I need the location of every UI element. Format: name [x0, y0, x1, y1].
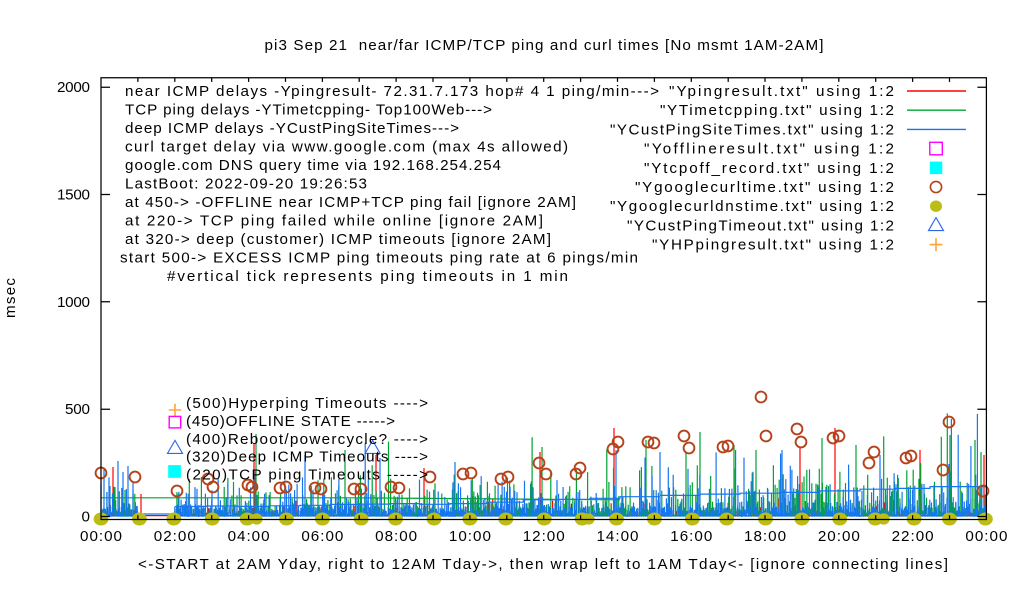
svg-text:at 220-> TCP ping failed while: at 220-> TCP ping failed while online [i…	[125, 213, 543, 230]
svg-text:pi3 Sep 21 near/far ICMP/TCP: pi3 Sep 21 near/far ICMP/TCP ping and cu…	[265, 37, 824, 54]
svg-text:TCP ping delays -YTimetcpping-: TCP ping delays -YTimetcpping- Top100Web…	[125, 102, 492, 119]
svg-text:2000: 2000	[57, 79, 90, 96]
svg-text:1500: 1500	[57, 187, 90, 204]
svg-text:14:00: 14:00	[596, 528, 638, 545]
svg-text:"YHPpingresult.txt" using 1:2: "YHPpingresult.txt" using 1:2	[652, 237, 894, 254]
svg-text:(500)Hyperping Timeouts ---->: (500)Hyperping Timeouts ---->	[186, 395, 428, 412]
svg-text:"Ygooglecurldnstime.txt" using: "Ygooglecurldnstime.txt" using 1:2	[610, 198, 894, 215]
svg-text:(400)Reboot/powercycle? ---->: (400)Reboot/powercycle? ---->	[186, 431, 428, 448]
svg-text:msec: msec	[2, 278, 19, 318]
svg-text:at 320-> deep (customer) ICMP: at 320-> deep (customer) ICMP timeouts […	[125, 231, 551, 248]
svg-text:00:00: 00:00	[80, 528, 122, 545]
svg-text:"Ytcpoff_record.txt" using 1:2: "Ytcpoff_record.txt" using 1:2	[644, 160, 894, 177]
svg-text:start 500-> EXCESS ICMP ping t: start 500-> EXCESS ICMP ping timeouts pi…	[120, 250, 638, 267]
svg-text:16:00: 16:00	[670, 528, 712, 545]
svg-text:at 450-> -OFFLINE near ICMP+TC: at 450-> -OFFLINE near ICMP+TCP ping fai…	[125, 194, 576, 211]
svg-text:06:00: 06:00	[301, 528, 343, 545]
svg-text:LastBoot: 2022-09-20 19:26:53: LastBoot: 2022-09-20 19:26:53	[125, 176, 367, 193]
svg-text:04:00: 04:00	[228, 528, 270, 545]
svg-text:0: 0	[82, 509, 90, 526]
svg-text:1000: 1000	[57, 294, 90, 311]
svg-text:00:00: 00:00	[965, 528, 1007, 545]
svg-text:(320)Deep ICMP Timeouts ---->: (320)Deep ICMP Timeouts ---->	[186, 449, 428, 466]
svg-text:"YCustPingSiteTimes.txt" using: "YCustPingSiteTimes.txt" using 1:2	[610, 121, 894, 138]
svg-text:02:00: 02:00	[154, 528, 196, 545]
svg-text:10:00: 10:00	[449, 528, 491, 545]
svg-text:"Ypingresult.txt" using 1:2: "Ypingresult.txt" using 1:2	[669, 83, 894, 100]
svg-text:"Ygooglecurltime.txt" using 1:: "Ygooglecurltime.txt" using 1:2	[635, 179, 894, 196]
svg-text:"YTimetcpping.txt" using 1:2: "YTimetcpping.txt" using 1:2	[660, 102, 894, 119]
svg-text:12:00: 12:00	[523, 528, 565, 545]
svg-text:<-START at 2AM Yday, right to: <-START at 2AM Yday, right to 12AM Tday-…	[138, 556, 948, 573]
svg-text:08:00: 08:00	[375, 528, 417, 545]
svg-text:22:00: 22:00	[892, 528, 934, 545]
svg-text:google.com DNS query time via: google.com DNS query time via 192.168.25…	[125, 157, 501, 174]
svg-text:500: 500	[65, 401, 90, 418]
svg-text:18:00: 18:00	[744, 528, 786, 545]
svg-text:curl target delay via www.goog: curl target delay via www.google.com (ma…	[125, 139, 568, 156]
svg-text:(450)OFFLINE STATE ----->: (450)OFFLINE STATE ----->	[186, 413, 395, 430]
svg-text:20:00: 20:00	[818, 528, 860, 545]
svg-text:"YCustPingTimeout.txt" using 1: "YCustPingTimeout.txt" using 1:2	[627, 217, 894, 234]
svg-text:#vertical tick represents ping: #vertical tick represents ping timeouts …	[167, 268, 568, 285]
svg-text:deep ICMP delays -YCustPingSit: deep ICMP delays -YCustPingSiteTimes--->	[125, 120, 459, 137]
